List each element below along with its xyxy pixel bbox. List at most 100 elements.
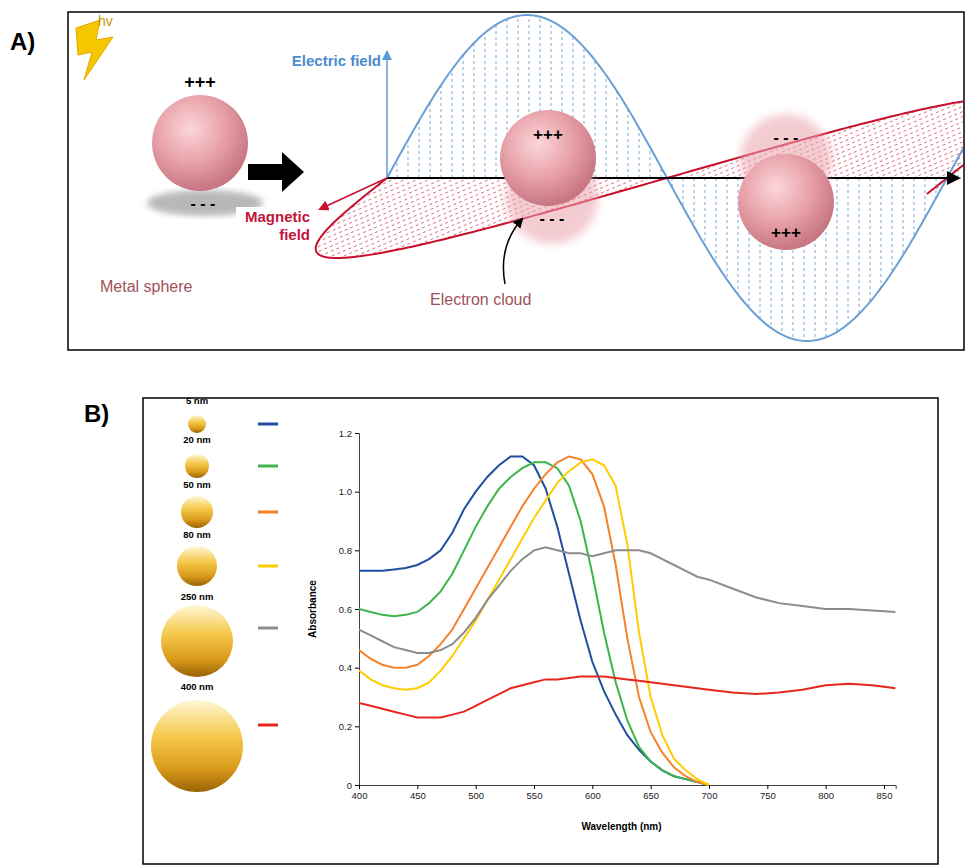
field-hatch <box>877 121 963 178</box>
metal-sphere <box>500 110 596 206</box>
x-tick: 400 <box>352 785 368 801</box>
field-hatch <box>853 108 963 178</box>
series-line <box>359 462 709 785</box>
y-axis: 00.20.40.60.81.01.2 <box>339 428 360 791</box>
legend-sphere <box>161 605 233 677</box>
field-label: Electric field <box>292 52 381 69</box>
field-hatch <box>881 178 882 288</box>
legend-swatch <box>258 423 278 426</box>
panel-label: B) <box>84 400 109 427</box>
field-hatch <box>339 178 529 258</box>
tick-label: 750 <box>760 790 776 801</box>
field-hatch <box>870 178 871 302</box>
tick-mark <box>355 609 359 610</box>
field-label: Magneticfield <box>245 208 310 243</box>
charge-label: +++ <box>533 125 563 144</box>
tick-mark <box>355 492 359 493</box>
panel-label: A) <box>10 28 35 55</box>
field-hatch <box>408 140 409 178</box>
electric-wave <box>387 15 963 341</box>
tick-label: 0.2 <box>339 721 352 732</box>
graphic: Magnetic <box>245 208 310 225</box>
tick-mark <box>884 785 885 789</box>
x-tick: 550 <box>527 785 543 801</box>
y-tick: 0.8 <box>339 545 359 556</box>
tick-mark <box>355 785 359 786</box>
field-hatch <box>694 178 695 227</box>
sphere-label: Metal sphere <box>100 278 193 295</box>
field-hatch <box>318 178 469 242</box>
photon-bolt <box>76 20 113 80</box>
field-hatch <box>330 178 445 226</box>
cloud-label: Electron cloud <box>430 291 531 308</box>
charge-label: - - - <box>774 129 799 146</box>
field-hatch <box>419 121 420 178</box>
x-tick: 700 <box>702 785 718 801</box>
y-tick: 0.4 <box>339 662 359 673</box>
y-tick: 1.0 <box>339 486 359 497</box>
legend-sphere <box>188 415 206 433</box>
tick-mark <box>534 785 535 789</box>
magnetic-wave <box>316 98 963 258</box>
field-hatch <box>925 178 926 218</box>
legend-label: 5 nm <box>186 395 208 406</box>
tick-mark <box>355 726 359 727</box>
x-axis: 400450500550600650700750800850 <box>352 785 897 801</box>
series-line <box>359 547 896 653</box>
legend-label: 20 nm <box>183 434 210 445</box>
charge-label: - - - <box>191 195 216 212</box>
legend-sphere <box>181 496 213 528</box>
waves <box>316 15 963 341</box>
metal-sphere <box>738 154 834 250</box>
tick-mark <box>359 785 360 789</box>
field-hatch <box>339 178 433 217</box>
legend: 5 nm20 nm50 nm80 nm250 nm400 nm <box>151 395 278 792</box>
legend-sphere <box>151 700 243 792</box>
field-hatch <box>430 102 431 178</box>
tick-label: 1.0 <box>339 486 352 497</box>
tick-label: 850 <box>877 790 893 801</box>
field-hatch <box>705 178 706 245</box>
field-hatch <box>683 178 684 207</box>
big-arrow <box>248 152 304 192</box>
field-hatch <box>463 55 464 178</box>
tick-mark <box>355 668 359 669</box>
legend-swatch <box>258 565 278 568</box>
tick-label: 500 <box>468 790 484 801</box>
photon-label: hv <box>98 13 113 29</box>
field-hatch <box>727 178 728 280</box>
plot-lines <box>359 456 896 785</box>
electric-axis <box>386 52 388 178</box>
panel-a: A) hv +++ - - - Metal sphere Electric field Ma… <box>10 12 966 350</box>
legend-swatch <box>258 465 278 468</box>
propagation-axis <box>387 177 958 179</box>
axis-line <box>360 786 897 790</box>
field-hatch <box>485 33 486 178</box>
tick-mark <box>767 785 768 789</box>
panel-frame <box>143 398 938 864</box>
tick-mark <box>355 433 359 434</box>
field-hatch <box>452 69 453 178</box>
x-tick: 650 <box>643 785 659 801</box>
legend-sphere <box>185 454 209 478</box>
figure: A) hv +++ - - - Metal sphere Electric field Ma… <box>0 0 966 868</box>
x-tick: 500 <box>468 785 484 801</box>
field-hatch <box>650 147 651 178</box>
field-hatch <box>628 109 629 178</box>
field-hatch <box>914 178 915 237</box>
field-hatch <box>817 99 963 178</box>
legend-label: 50 nm <box>183 479 210 490</box>
tick-label: 650 <box>643 790 659 801</box>
field-hatch <box>892 178 893 272</box>
tick-mark <box>709 785 710 789</box>
field-hatch <box>363 178 409 198</box>
tick-label: 1.2 <box>339 428 352 439</box>
magnetic-axis <box>320 178 387 209</box>
charge-label: +++ <box>771 223 801 242</box>
legend-label: 80 nm <box>183 529 210 540</box>
tick-mark <box>592 785 593 789</box>
graphic: field <box>279 226 310 243</box>
label-patch <box>236 207 312 245</box>
y-tick: 0.6 <box>339 604 359 615</box>
axis-title: Wavelength (nm) <box>581 821 661 832</box>
